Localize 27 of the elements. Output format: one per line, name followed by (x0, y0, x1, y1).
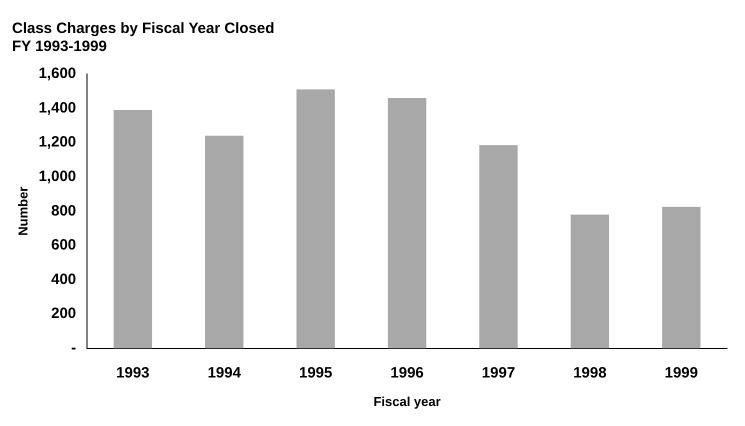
bar (662, 206, 700, 348)
y-tick-label: 400 (51, 270, 76, 288)
x-tick-label: 1997 (482, 364, 516, 382)
chart-title: Class Charges by Fiscal Year Closed (12, 20, 274, 38)
x-tick-label: 1999 (664, 364, 698, 382)
bar (479, 145, 518, 348)
x-tick-label: 1995 (298, 364, 332, 382)
y-tick-label: 1,400 (38, 99, 76, 116)
bar (388, 98, 426, 348)
x-tick-label: 1994 (208, 364, 242, 382)
x-axis-title: Fiscal year (373, 394, 441, 409)
y-axis-title: Number (15, 186, 30, 236)
y-tick-label: 200 (51, 305, 76, 322)
y-tick-label: 600 (51, 236, 76, 254)
x-tick-label: 1998 (573, 364, 607, 382)
bar (114, 110, 152, 348)
x-tick-label: 1996 (390, 364, 424, 382)
y-tick-label: 1,600 (38, 65, 76, 82)
bar (296, 89, 335, 348)
y-tick-label: 1,000 (38, 168, 76, 186)
x-tick-label: 1993 (116, 364, 150, 382)
bar (570, 214, 610, 348)
y-tick-label: - (71, 340, 76, 357)
y-tick-label: 1,200 (38, 134, 76, 151)
y-tick-label: 800 (51, 202, 76, 220)
chart-subtitle: FY 1993-1999 (12, 38, 107, 56)
bar (205, 136, 244, 348)
